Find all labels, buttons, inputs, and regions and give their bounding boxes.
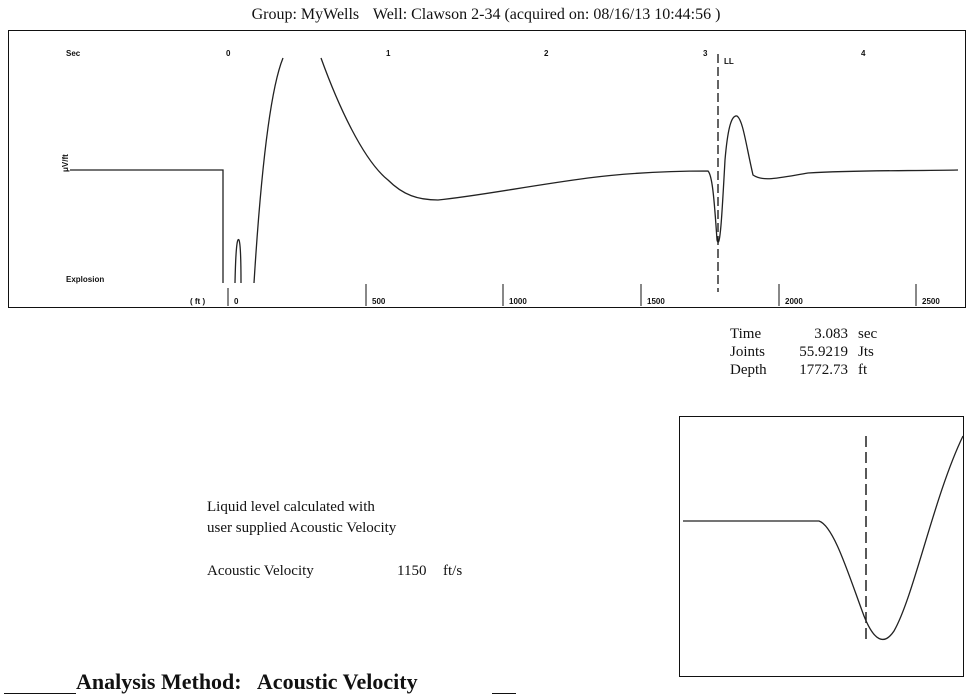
chart-frame bbox=[8, 30, 966, 308]
time-tick-label: 4 bbox=[861, 49, 866, 58]
acoustic-velocity-label: Acoustic Velocity bbox=[207, 563, 314, 579]
result-unit: sec bbox=[858, 326, 878, 342]
depth-axis: ( ft ) 0 500 1000 1500 2000 2500 bbox=[190, 284, 940, 306]
zoom-frame bbox=[679, 416, 964, 677]
result-row: Depth 1772.73 ft bbox=[730, 361, 877, 379]
depth-tick-label: 0 bbox=[234, 297, 239, 306]
depth-tick-label: 1000 bbox=[509, 297, 527, 306]
analysis-method-label: Analysis Method: bbox=[76, 669, 242, 694]
header-title: Group: MyWells Well: Clawson 2-34 (acqui… bbox=[0, 6, 972, 24]
echo-trace-chart: Sec 0 1 2 3 4 LL μV/ft Explosion ( ft ) … bbox=[8, 30, 966, 308]
time-tick-label: 0 bbox=[226, 49, 231, 58]
depth-tick-label: 1500 bbox=[647, 297, 665, 306]
analysis-method-value: Acoustic Velocity bbox=[256, 669, 418, 694]
depth-unit-label: ( ft ) bbox=[190, 297, 205, 306]
result-unit: ft bbox=[858, 362, 868, 378]
explosion-label: Explosion bbox=[66, 275, 104, 284]
result-unit: Jts bbox=[858, 344, 874, 360]
analysis-method: Analysis Method: Acoustic Velocity bbox=[76, 669, 418, 695]
note-line: user supplied Acoustic Velocity bbox=[207, 520, 397, 536]
time-tick-label: 2 bbox=[544, 49, 549, 58]
result-value: 3.083 bbox=[814, 326, 848, 342]
results-table: Time 3.083 sec Joints 55.9219 Jts Depth … bbox=[730, 325, 877, 379]
method-underline-right bbox=[492, 693, 516, 694]
depth-tick-label: 500 bbox=[372, 297, 386, 306]
time-tick-label: 1 bbox=[386, 49, 391, 58]
well-label: Well: Clawson 2-34 (acquired on: 08/16/1… bbox=[372, 6, 721, 23]
note-line: Liquid level calculated with bbox=[207, 499, 375, 515]
result-row: Joints 55.9219 Jts bbox=[730, 343, 877, 361]
calculation-note: Liquid level calculated with user suppli… bbox=[207, 497, 396, 539]
result-value: 55.9219 bbox=[799, 344, 848, 360]
acoustic-velocity-row: Acoustic Velocity 1150 ft/s bbox=[207, 563, 462, 580]
result-label: Joints bbox=[730, 344, 766, 360]
result-label: Time bbox=[730, 326, 762, 342]
method-underline-left bbox=[4, 693, 76, 694]
zoom-trace bbox=[683, 435, 964, 641]
depth-tick-label: 2500 bbox=[922, 297, 940, 306]
result-label: Depth bbox=[730, 362, 767, 378]
amplitude-axis-label: μV/ft bbox=[61, 154, 70, 172]
time-unit-label: Sec bbox=[66, 49, 81, 58]
acoustic-velocity-value: 1150 bbox=[397, 563, 427, 579]
group-label: Group: MyWells bbox=[251, 6, 360, 23]
zoom-trace-chart bbox=[679, 416, 964, 677]
echo-trace bbox=[70, 57, 959, 284]
acoustic-velocity-unit: ft/s bbox=[443, 563, 463, 579]
result-value: 1772.73 bbox=[799, 362, 848, 378]
result-row: Time 3.083 sec bbox=[730, 325, 877, 343]
depth-tick-label: 2000 bbox=[785, 297, 803, 306]
time-tick-label: 3 bbox=[703, 49, 708, 58]
liquid-level-marker-label: LL bbox=[724, 57, 734, 66]
